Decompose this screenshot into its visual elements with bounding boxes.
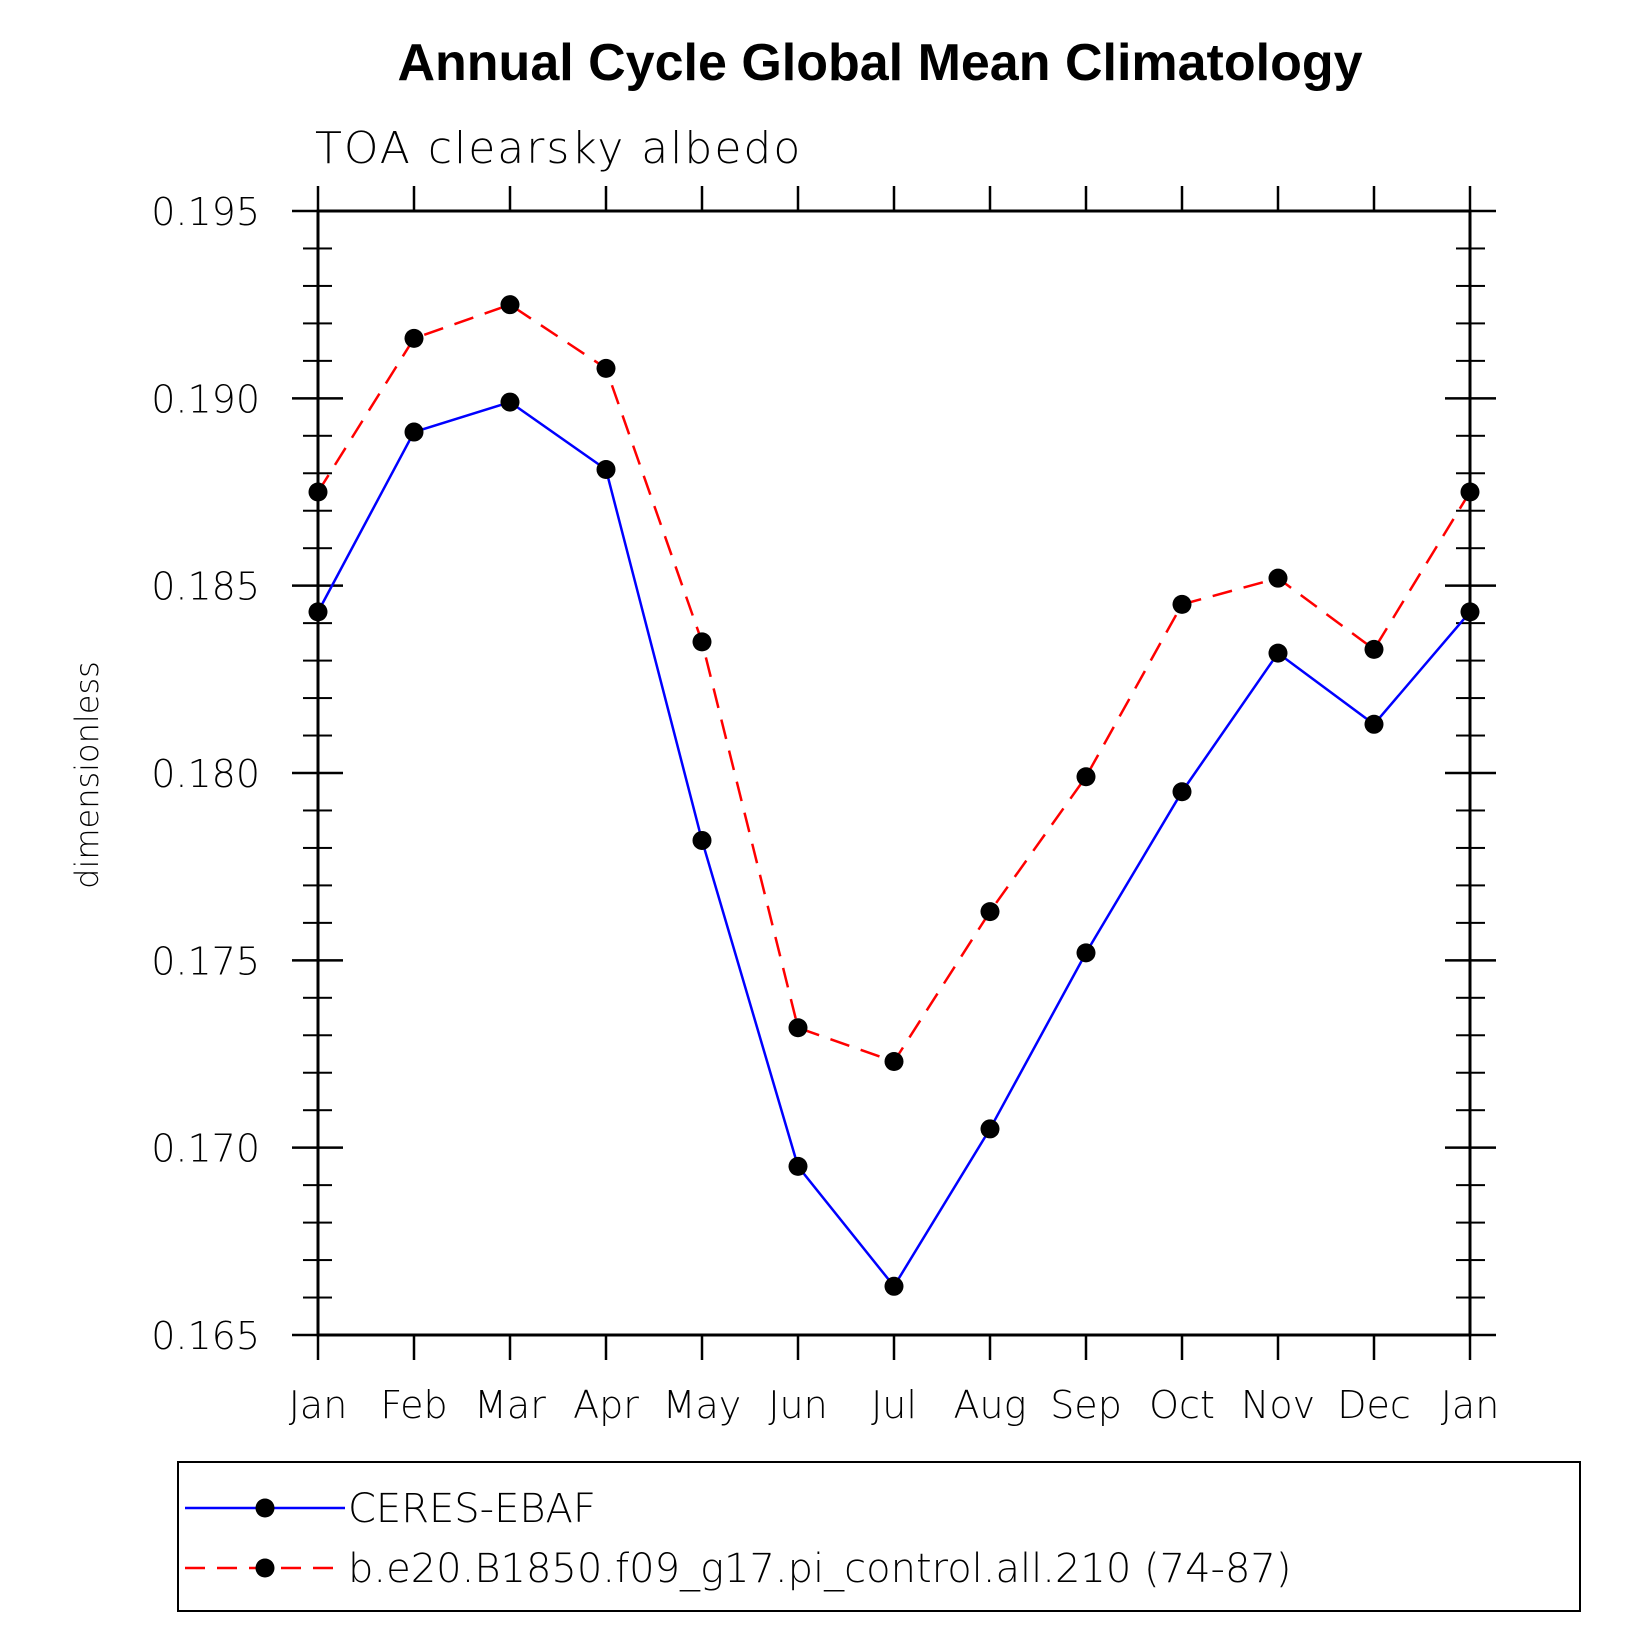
plot-frame bbox=[316, 209, 1472, 1337]
data-point-series-2 bbox=[1460, 482, 1480, 502]
legend-label-2: b.e20.B1850.f09_g17.pi_control.all.210 (… bbox=[348, 1546, 1291, 1592]
x-tick-label: Nov bbox=[1241, 1383, 1315, 1427]
series-line-1 bbox=[316, 400, 1471, 1289]
legend-marker-2 bbox=[255, 1558, 275, 1578]
data-point-series-1 bbox=[980, 1119, 1000, 1139]
x-tick-label: Oct bbox=[1149, 1383, 1215, 1427]
series-layer bbox=[308, 295, 1480, 1296]
x-tick-label: Dec bbox=[1337, 1383, 1411, 1427]
data-point-series-1 bbox=[1460, 602, 1480, 622]
y-tick-label: 0.180 bbox=[151, 752, 260, 796]
data-point-series-1 bbox=[1268, 643, 1288, 663]
data-point-series-2 bbox=[1076, 767, 1096, 787]
chart-subtitle: TOA clearsky albedo bbox=[315, 123, 802, 174]
data-point-series-2 bbox=[1172, 594, 1192, 614]
data-point-series-1 bbox=[1076, 943, 1096, 963]
x-tick-label: Feb bbox=[380, 1383, 447, 1427]
data-point-series-2 bbox=[596, 358, 616, 378]
data-point-series-2 bbox=[308, 482, 328, 502]
data-point-series-2 bbox=[500, 295, 520, 315]
chart-title: Annual Cycle Global Mean Climatology bbox=[397, 34, 1362, 92]
data-point-series-1 bbox=[308, 602, 328, 622]
plot-border bbox=[316, 209, 1472, 1337]
x-tick-label: Apr bbox=[573, 1383, 639, 1427]
data-point-series-1 bbox=[1364, 714, 1384, 734]
data-point-series-2 bbox=[884, 1051, 904, 1071]
data-point-series-1 bbox=[1172, 782, 1192, 802]
data-point-series-2 bbox=[1364, 639, 1384, 659]
data-point-series-2 bbox=[692, 632, 712, 652]
x-tick-label: Jul bbox=[871, 1383, 917, 1427]
data-point-series-1 bbox=[404, 422, 424, 442]
data-point-series-2 bbox=[404, 328, 424, 348]
data-point-series-1 bbox=[596, 460, 616, 480]
data-point-series-2 bbox=[1268, 568, 1288, 588]
y-tick-label: 0.170 bbox=[151, 1127, 260, 1171]
y-tick-label: 0.185 bbox=[151, 565, 260, 609]
x-tick-label: Mar bbox=[474, 1383, 546, 1427]
y-axis-label: dimensionless bbox=[68, 661, 106, 889]
data-point-series-2 bbox=[788, 1018, 808, 1038]
series-line-2 bbox=[316, 303, 1472, 1064]
legend-box bbox=[177, 1461, 1581, 1612]
x-tick-label: Jan bbox=[289, 1383, 348, 1427]
y-tick-label: 0.175 bbox=[151, 939, 260, 983]
data-point-series-2 bbox=[980, 902, 1000, 922]
data-point-series-1 bbox=[884, 1276, 904, 1296]
legend-items: CERES-EBAF b.e20.B1850.f09_g17.pi_control… bbox=[185, 1486, 1291, 1592]
x-tick-label: Sep bbox=[1050, 1383, 1122, 1427]
y-tick-label: 0.190 bbox=[151, 377, 260, 421]
data-point-series-1 bbox=[500, 392, 520, 412]
legend: CERES-EBAF b.e20.B1850.f09_g17.pi_control… bbox=[177, 1461, 1581, 1612]
axis-tick-labels: 0.165 0.170 0.175 0.180 0.185 0.190 0.195 Jan Fe… bbox=[151, 190, 1499, 1427]
x-tick-label: May bbox=[663, 1383, 742, 1427]
x-tick-label: Aug bbox=[954, 1383, 1027, 1427]
y-tick-label: 0.195 bbox=[151, 190, 260, 234]
data-point-series-1 bbox=[788, 1156, 808, 1176]
x-tick-label: Jan bbox=[1441, 1383, 1500, 1427]
y-tick-label: 0.165 bbox=[151, 1314, 260, 1358]
axis-ticks bbox=[292, 186, 1496, 1360]
legend-marker-1 bbox=[255, 1498, 275, 1518]
x-tick-label: Jun bbox=[768, 1383, 827, 1427]
legend-label-1: CERES-EBAF bbox=[348, 1486, 596, 1532]
data-point-series-1 bbox=[692, 830, 712, 850]
